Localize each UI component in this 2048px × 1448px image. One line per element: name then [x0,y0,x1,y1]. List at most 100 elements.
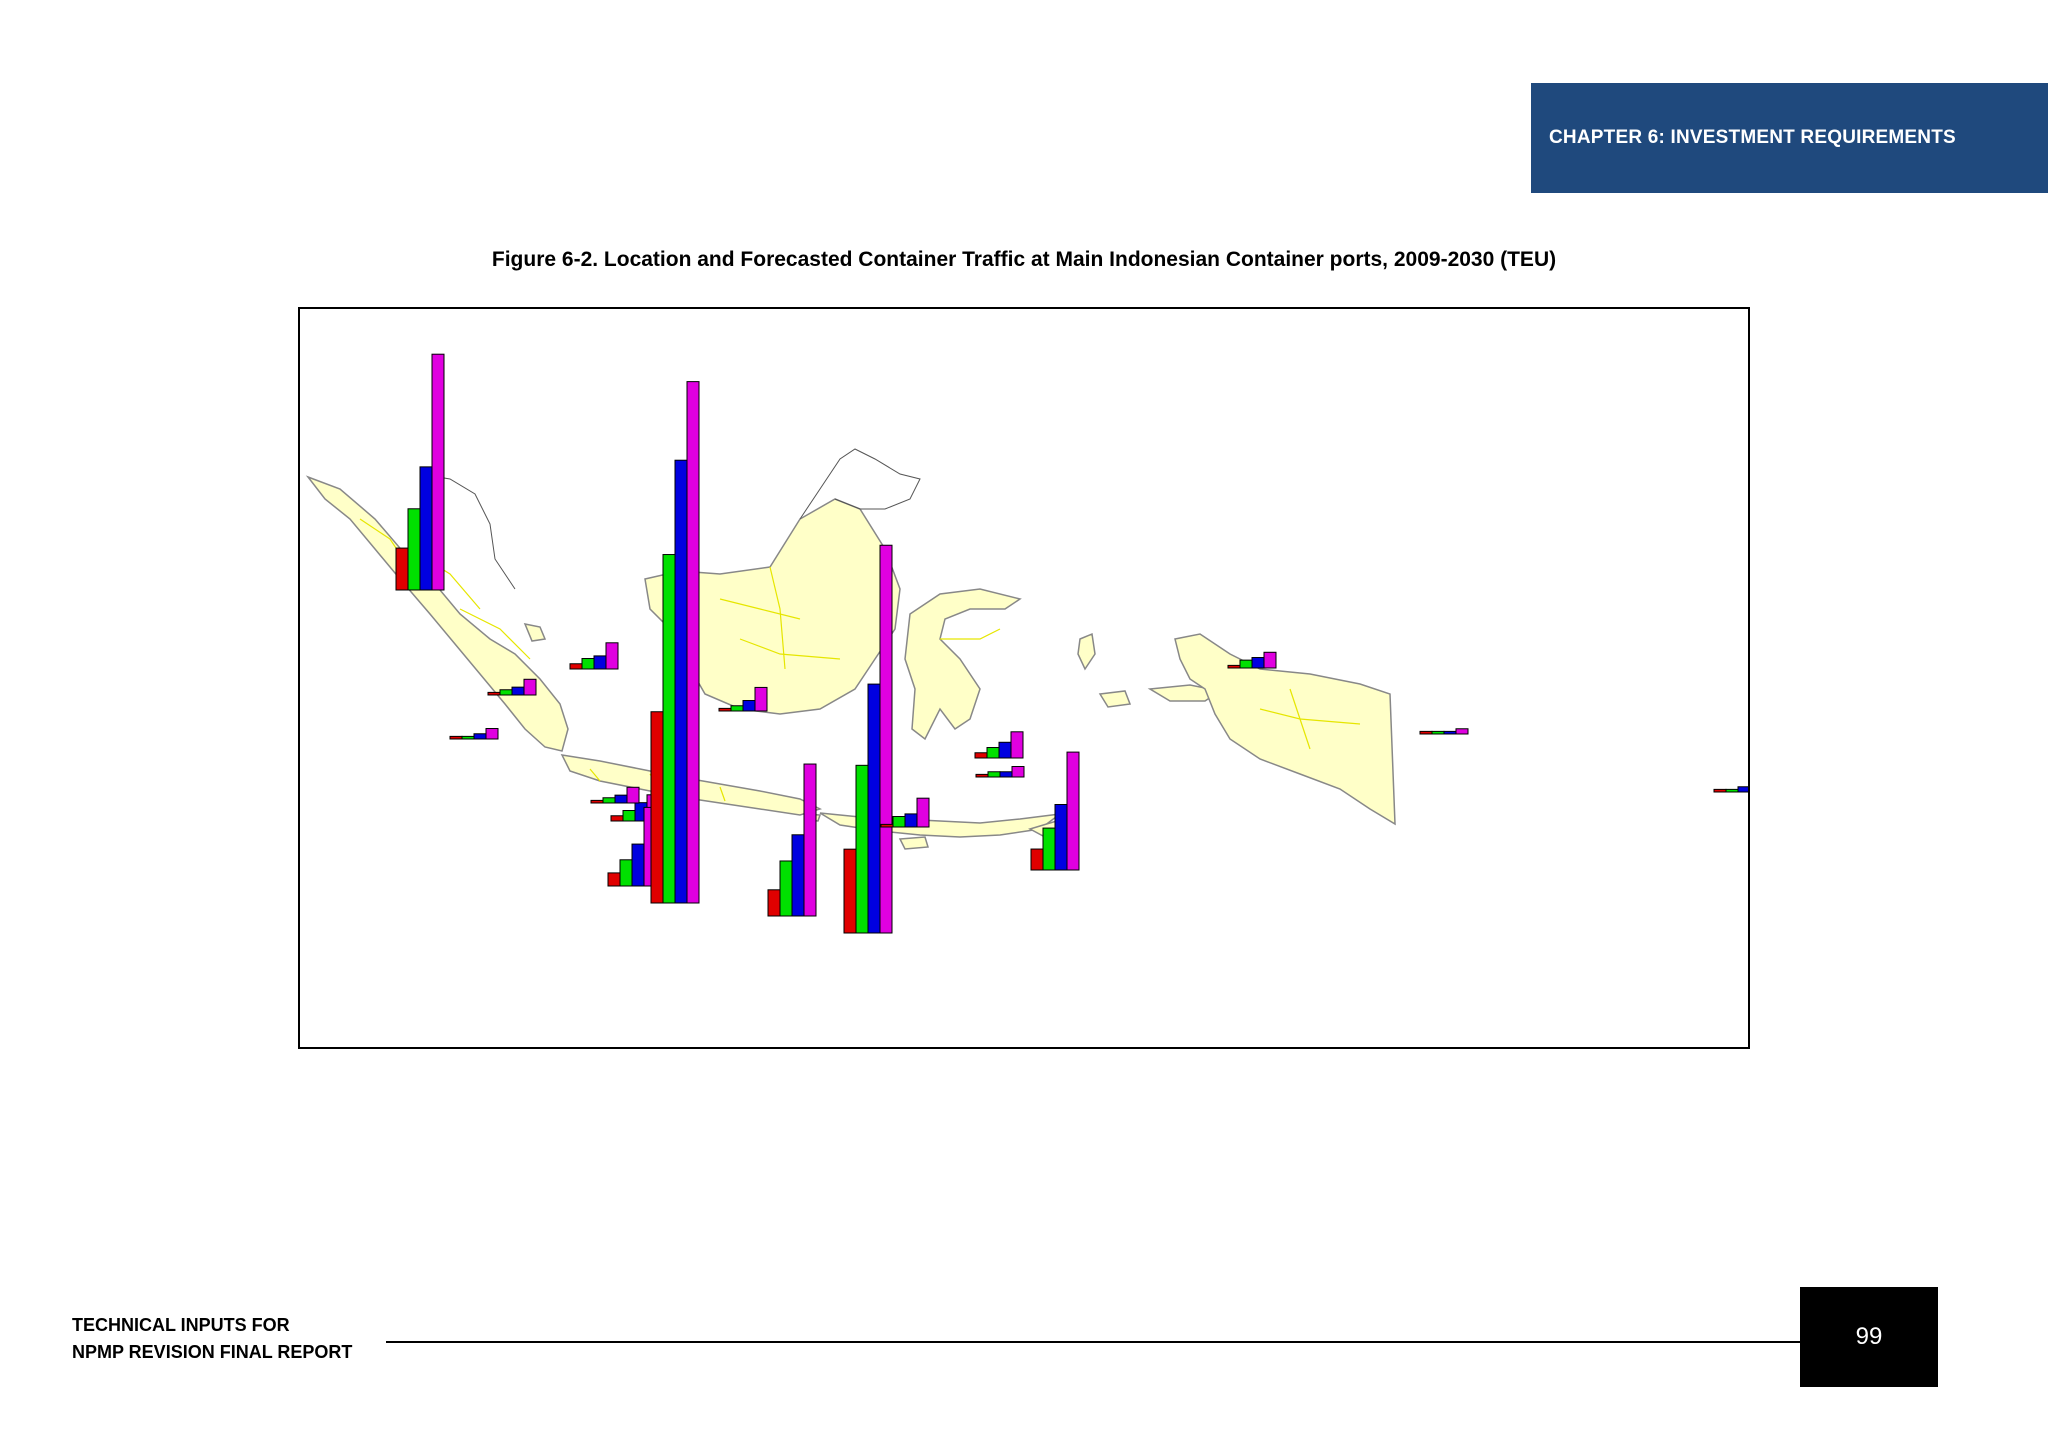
port-3-bar-4 [523,678,537,696]
port-16-bar-3 [1251,657,1265,669]
port-6-bar-2 [602,797,616,804]
figure-title: Figure 6-2. Location and Forecasted Cont… [491,248,1557,271]
port-bar-group-6 [590,786,640,804]
port-bar-group-8 [650,381,700,904]
port-9-bar-1 [718,707,732,712]
port-bar-group-12 [880,797,930,828]
port-1-bar-4 [431,353,445,591]
port-15-bar-2 [1042,827,1056,871]
boundary-line-4 [719,598,801,620]
port-11-bar-2 [855,764,869,934]
port-bar-group-2 [569,642,619,670]
port-10-bar-2 [779,860,793,917]
land-halmahera [1077,632,1096,671]
port-6-bar-3 [614,794,628,804]
land-sumba [898,836,929,850]
port-18-bar-1 [1713,788,1727,793]
port-14-bar-4 [1011,766,1025,778]
port-7-bar-3 [631,843,645,887]
port-12-bar-4 [916,797,930,828]
port-1-bar-3 [419,466,433,591]
port-1-bar-1 [395,547,409,591]
port-4-bar-3 [473,733,487,740]
port-2-bar-1 [569,663,583,670]
port-bar-group-4 [449,728,499,740]
port-8-bar-3 [674,459,688,904]
port-14-bar-1 [975,773,989,778]
port-5-bar-2 [622,810,636,822]
port-3-bar-3 [511,686,525,696]
footer-divider [386,1341,1802,1343]
land-masses [305,475,1396,850]
port-17-bar-3 [1443,730,1457,735]
port-10-bar-3 [791,834,805,917]
port-16-bar-2 [1239,659,1253,669]
port-2-bar-2 [581,658,595,670]
page-number: 99 [1855,1323,1883,1350]
neighbour-outlines [419,448,921,590]
port-bar-group-1 [395,353,445,591]
province-boundaries [359,518,1361,802]
port-18-bar-3 [1737,786,1748,793]
port-12-bar-2 [892,816,906,828]
port-3-bar-1 [487,691,501,696]
port-8-bar-2 [662,554,676,904]
port-11-bar-3 [867,683,881,934]
port-bar-group-10 [767,763,817,917]
chapter-title: CHAPTER 6: INVESTMENT REQUIREMENTS [1549,127,1956,148]
boundary-line-11 [1289,688,1311,750]
port-16-bar-1 [1227,664,1241,669]
port-8-bar-4 [686,381,700,904]
port-bar-group-3 [487,678,537,696]
port-10-bar-1 [767,889,781,917]
port-3-bar-2 [499,689,513,696]
port-bar-group-13 [974,731,1024,759]
port-13-bar-4 [1010,731,1024,759]
port-9-bar-2 [730,705,744,712]
port-13-bar-2 [986,747,1000,759]
port-5-bar-1 [610,815,624,822]
port-1-bar-2 [407,508,421,591]
port-6-bar-4 [626,786,640,804]
port-4-bar-1 [449,735,463,740]
port-14-bar-2 [987,771,1001,778]
port-12-bar-3 [904,813,918,828]
boundary-line-5 [739,638,841,660]
port-14-bar-3 [999,771,1013,778]
port-2-bar-4 [605,642,619,670]
land-buru [1098,690,1132,708]
port-13-bar-1 [974,752,988,759]
indonesia-port-traffic-map [305,353,1748,934]
port-17-bar-4 [1455,728,1469,735]
port-bar-group-17 [1419,728,1469,735]
port-17-bar-1 [1419,730,1433,735]
port-7-bar-1 [607,872,621,887]
port-17-bar-2 [1431,730,1445,735]
port-15-bar-3 [1054,804,1068,871]
chapter-banner: CHAPTER 6: INVESTMENT REQUIREMENTS [1531,83,2048,193]
port-7-bar-2 [619,859,633,887]
port-9-bar-4 [754,686,768,712]
port-11-bar-4 [879,544,893,934]
port-13-bar-3 [998,741,1012,759]
port-4-bar-4 [485,728,499,740]
port-11-bar-1 [843,848,857,934]
land-sulawesi [904,588,1022,741]
port-10-bar-4 [803,763,817,917]
land-bangka [523,622,547,642]
port-bar-group-16 [1227,651,1277,669]
port-bar-group-11 [843,544,893,934]
footer-line-1: TECHNICAL INPUTS FOR [72,1315,290,1335]
port-traffic-bars [395,353,1748,934]
map-figure [298,307,1750,1049]
footer-line-2: NPMP REVISION FINAL REPORT [72,1342,353,1362]
port-15-bar-4 [1066,751,1080,871]
port-2-bar-3 [593,655,607,670]
page-number-box: 99 [1800,1287,1938,1387]
port-16-bar-4 [1263,651,1277,669]
port-bar-group-9 [718,686,768,712]
port-bar-group-14 [975,766,1025,778]
port-bar-group-15 [1030,751,1080,871]
port-9-bar-3 [742,700,756,712]
port-8-bar-1 [650,711,664,904]
